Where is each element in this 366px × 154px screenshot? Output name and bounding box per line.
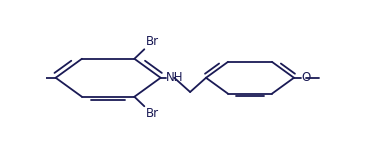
Text: Br: Br — [146, 35, 159, 48]
Text: O: O — [301, 71, 310, 84]
Text: NH: NH — [166, 71, 184, 84]
Text: Br: Br — [146, 107, 159, 120]
